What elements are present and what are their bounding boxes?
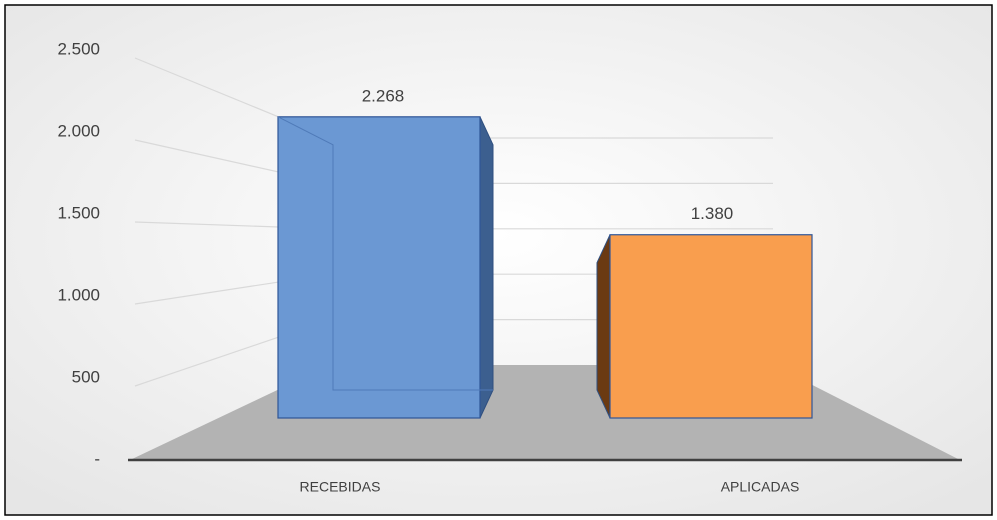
y-tick-label: 500 (72, 367, 100, 386)
y-tick-label: 1.000 (57, 285, 100, 304)
value-label: 2.268 (362, 86, 405, 105)
y-tick-label: - (94, 449, 100, 468)
bar (609, 234, 813, 419)
bar-inner-edge (277, 116, 493, 391)
x-tick-label: APLICADAS (721, 479, 800, 495)
bar (277, 116, 481, 419)
x-tick-label: RECEBIDAS (300, 479, 381, 495)
y-tick-label: 2.000 (57, 121, 100, 140)
bar-side (479, 116, 494, 419)
y-tick-label: 2.500 (57, 39, 100, 58)
y-tick-label: 1.500 (57, 203, 100, 222)
bar-side (596, 234, 611, 419)
value-label: 1.380 (691, 204, 734, 223)
